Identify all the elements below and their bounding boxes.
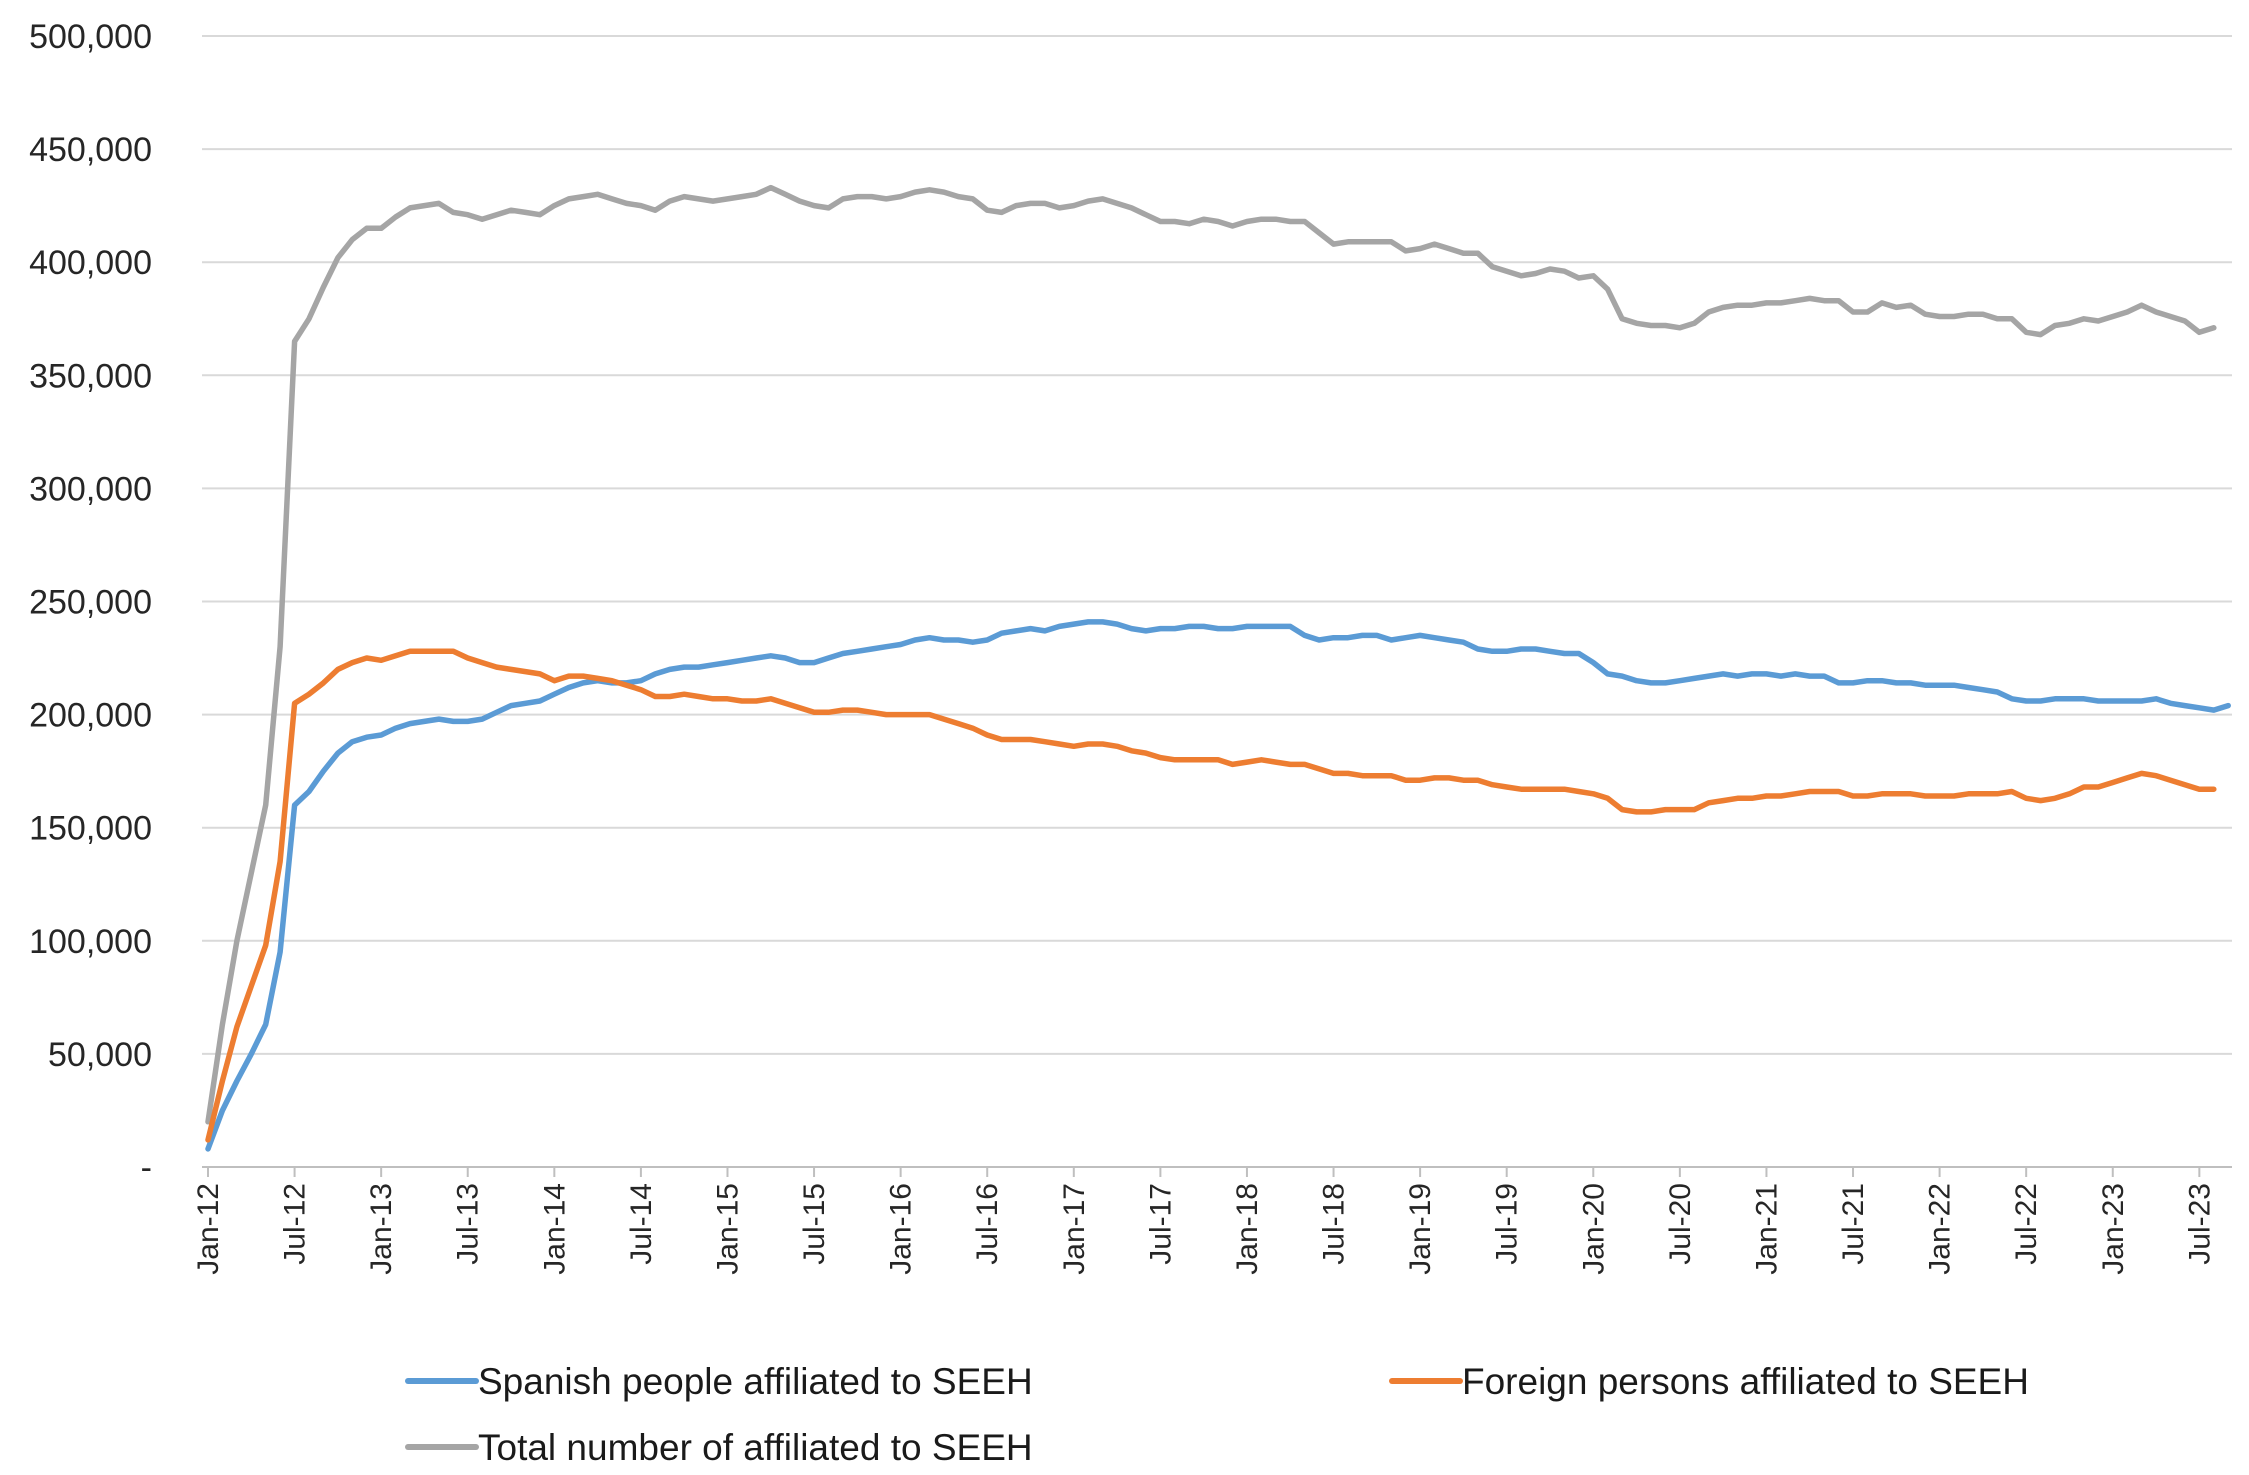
- y-axis-tick-labels: - 50,000 100,000 150,000 200,000 250,000 300,0…: [29, 18, 152, 1187]
- y-tick-label: 250,000: [29, 584, 152, 622]
- y-tick-label: -: [141, 1149, 152, 1187]
- x-tick-label: Jan-23: [2097, 1183, 2130, 1275]
- x-tick-label: Jan-21: [1750, 1183, 1783, 1275]
- y-tick-label: 400,000: [29, 244, 152, 282]
- legend-label-3: Total number of affiliated to SEEH: [478, 1427, 1033, 1468]
- x-tick-label: Jul-21: [1837, 1183, 1870, 1265]
- y-tick-label: 50,000: [48, 1036, 152, 1074]
- y-tick-label: 450,000: [29, 131, 152, 169]
- x-tick-label: Jul-15: [798, 1183, 831, 1265]
- y-tick-label: 150,000: [29, 810, 152, 848]
- x-tick-label: Jul-18: [1318, 1183, 1351, 1265]
- series-lines: [205, 184, 2231, 1152]
- x-tick-label: Jan-17: [1058, 1183, 1091, 1275]
- legend-label-1: Spanish people affiliated to SEEH: [478, 1361, 1033, 1402]
- x-axis-tick-labels: Jan-12 Jul-12 Jan-13 Jul-13 Jan-14 Jul-14 Jan-…: [192, 1183, 2216, 1275]
- x-tick-label: Jan-18: [1231, 1183, 1264, 1275]
- x-tick-label: Jul-14: [625, 1183, 658, 1265]
- x-tick-label: Jul-17: [1144, 1183, 1177, 1265]
- x-tick-label: Jan-15: [711, 1183, 744, 1275]
- y-tick-label: 100,000: [29, 923, 152, 961]
- legend: Spanish people affiliated to SEEH Foreign…: [405, 1361, 2029, 1468]
- x-axis: [202, 1166, 2232, 1177]
- x-tick-label: Jan-12: [192, 1183, 225, 1275]
- x-tick-label: Jan-16: [885, 1183, 918, 1275]
- series-line-2: [205, 648, 2217, 1143]
- x-tick-label: Jul-13: [452, 1183, 485, 1265]
- x-tick-label: Jul-23: [2183, 1183, 2216, 1265]
- y-tick-label: 300,000: [29, 470, 152, 508]
- gridlines: [202, 35, 2232, 1055]
- series-line-1: [205, 619, 2231, 1152]
- legend-label-2: Foreign persons affiliated to SEEH: [1462, 1361, 2029, 1402]
- x-tick-label: Jan-14: [538, 1183, 571, 1275]
- series-line-3: [205, 184, 2217, 1125]
- y-tick-label: 350,000: [29, 357, 152, 395]
- x-tick-label: Jul-16: [971, 1183, 1004, 1265]
- x-tick-label: Jul-12: [279, 1183, 312, 1265]
- x-tick-label: Jul-22: [2010, 1183, 2043, 1265]
- x-tick-label: Jan-20: [1577, 1183, 1610, 1275]
- x-tick-label: Jul-20: [1664, 1183, 1697, 1265]
- x-tick-label: Jan-19: [1404, 1183, 1437, 1275]
- y-tick-label: 500,000: [29, 18, 152, 56]
- x-tick-label: Jan-22: [1924, 1183, 1957, 1275]
- x-tick-label: Jul-19: [1491, 1183, 1524, 1265]
- x-tick-label: Jan-13: [365, 1183, 398, 1275]
- y-tick-label: 200,000: [29, 697, 152, 735]
